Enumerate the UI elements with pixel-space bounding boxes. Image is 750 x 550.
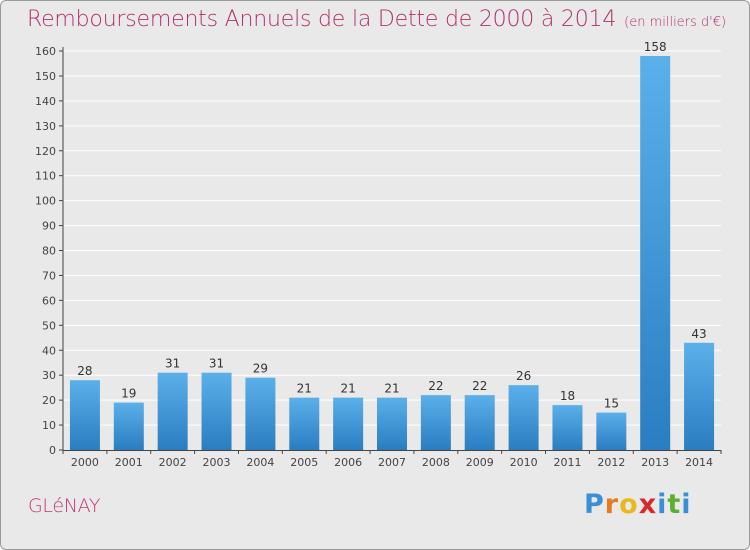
- x-tick-label-2009: 2009: [466, 456, 494, 469]
- x-tick-label-2001: 2001: [115, 456, 143, 469]
- proxiti-logo: Proxiti: [584, 489, 692, 520]
- bar-2013: [640, 55, 671, 451]
- x-tick-label-2000: 2000: [71, 456, 99, 469]
- bar-2005: [289, 397, 320, 450]
- axes: 0 10 20 30 40 50 60 70 80 90 100 110 120 130 140 150 160…: [35, 45, 722, 469]
- chart-title: Remboursements Annuels de la Dette de 20…: [27, 7, 726, 32]
- grid-lines: [63, 50, 721, 426]
- bar-2006: [333, 397, 364, 450]
- x-tick-label-2014: 2014: [685, 456, 713, 469]
- y-tick-label: 60: [42, 294, 56, 307]
- value-label-2001: 19: [121, 387, 136, 401]
- logo-letter: i: [681, 489, 692, 520]
- commune-name: GLéNAY: [28, 495, 101, 517]
- bar-2007: [377, 397, 407, 450]
- bar-2001: [113, 402, 144, 450]
- chart-subtitle: (en milliers d'€): [624, 15, 727, 30]
- y-tick-label: 90: [42, 220, 56, 233]
- bar-2008: [420, 395, 451, 450]
- value-label-2006: 21: [340, 382, 355, 396]
- y-tick-label: 110: [35, 170, 56, 183]
- x-tick-label-2007: 2007: [378, 456, 406, 469]
- bar-2012: [596, 412, 627, 450]
- y-tick-label: 20: [42, 394, 56, 407]
- value-label-2004: 29: [253, 362, 268, 376]
- x-tick-label-2010: 2010: [510, 456, 538, 469]
- bar-2011: [552, 405, 583, 450]
- logo-letter: x: [638, 489, 658, 520]
- y-tick-label: 50: [42, 319, 56, 332]
- logo-letter: i: [657, 489, 668, 520]
- value-label-2010: 26: [516, 369, 531, 383]
- y-tick-label: 140: [35, 95, 56, 108]
- bars: [69, 55, 715, 451]
- bar-2003: [201, 372, 232, 450]
- value-label-2003: 31: [209, 357, 224, 371]
- bar-2010: [508, 385, 539, 450]
- y-tick-label: 150: [35, 70, 56, 83]
- y-tick-label: 0: [49, 444, 56, 457]
- value-label-2013: 158: [644, 40, 667, 54]
- x-tick-label-2005: 2005: [290, 456, 318, 469]
- x-tick-label-2002: 2002: [159, 456, 187, 469]
- value-label-2007: 21: [384, 382, 399, 396]
- bar-2002: [157, 372, 188, 450]
- bar-2014: [684, 342, 715, 450]
- value-label-2008: 22: [428, 379, 443, 393]
- y-tick-label: 70: [42, 269, 56, 282]
- bar-2004: [245, 377, 276, 450]
- logo-letter: r: [604, 489, 620, 520]
- bar-2000: [69, 380, 100, 450]
- value-label-2012: 15: [604, 397, 619, 411]
- chart-title-text: Remboursements Annuels de la Dette de 20…: [27, 7, 617, 32]
- x-tick-label-2004: 2004: [246, 456, 274, 469]
- x-tick-label-2013: 2013: [641, 456, 669, 469]
- value-label-2002: 31: [165, 357, 180, 371]
- logo-letter: o: [619, 489, 639, 520]
- x-tick-label-2011: 2011: [553, 456, 581, 469]
- y-tick-label: 80: [42, 245, 56, 258]
- x-tick-label-2006: 2006: [334, 456, 362, 469]
- y-tick-label: 10: [42, 419, 56, 432]
- y-tick-label: 160: [35, 45, 56, 58]
- y-tick-label: 130: [35, 120, 56, 133]
- y-tick-label: 100: [35, 195, 56, 208]
- x-tick-label-2008: 2008: [422, 456, 450, 469]
- value-label-2009: 22: [472, 379, 487, 393]
- value-label-2000: 28: [77, 364, 92, 378]
- y-tick-label: 40: [42, 344, 56, 357]
- value-label-2014: 43: [691, 327, 706, 341]
- x-tick-label-2012: 2012: [597, 456, 625, 469]
- logo-letter: t: [667, 489, 682, 520]
- data-labels: 28 19 31 31 29 21 21 21 22 22 26 18 15 158 43: [77, 40, 706, 411]
- y-tick-label: 120: [35, 145, 56, 158]
- value-label-2011: 18: [560, 389, 575, 403]
- value-label-2005: 21: [297, 382, 312, 396]
- logo-letter: P: [584, 489, 605, 520]
- x-tick-label-2003: 2003: [203, 456, 231, 469]
- bar-2009: [464, 395, 495, 450]
- y-tick-label: 30: [42, 369, 56, 382]
